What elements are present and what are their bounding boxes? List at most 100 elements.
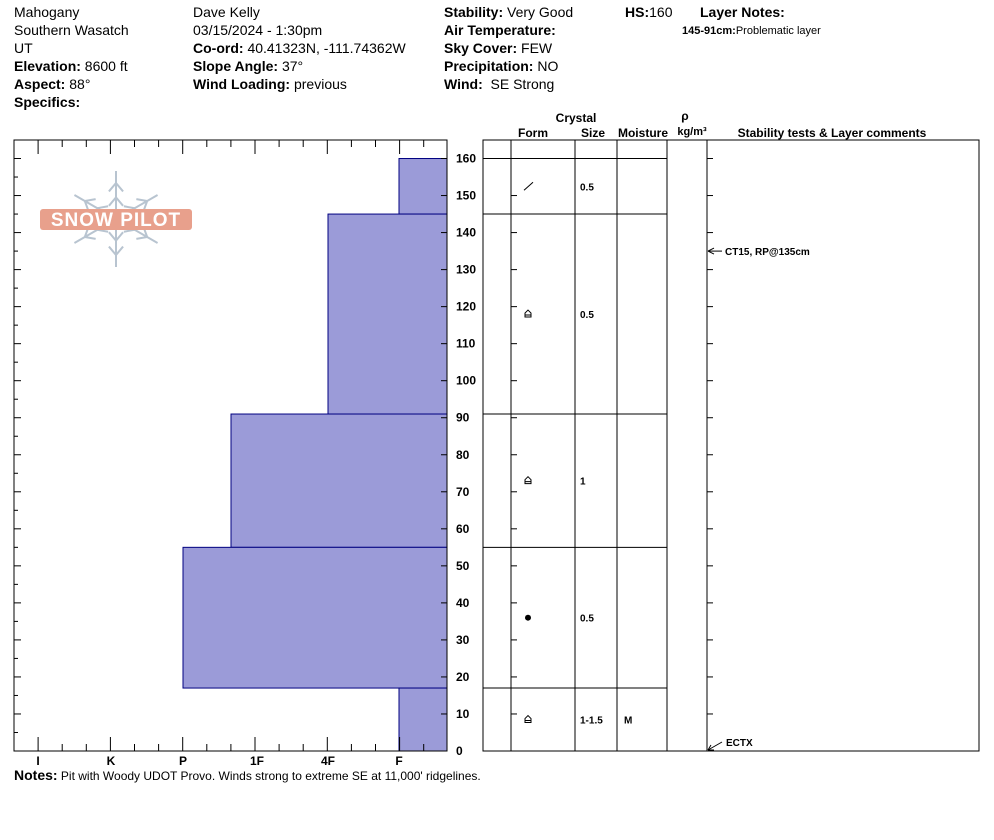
hardness-label: 4F: [321, 754, 335, 768]
precip-value: NO: [537, 58, 559, 74]
stability-label: Stability:: [444, 4, 504, 20]
hardness-label: P: [179, 754, 187, 768]
hardness-layers: [182, 158, 448, 752]
hardness-layer-4: [398, 687, 448, 752]
air-temp-row: Air Temperature:: [444, 21, 573, 39]
location-name: Mahogany: [14, 4, 80, 20]
observation-datetime: 03/15/2024 - 1:30pm: [193, 22, 323, 38]
snowflake-branch: [115, 196, 124, 207]
depth-label: 80: [456, 448, 470, 462]
hardness-label: F: [395, 754, 402, 768]
snowpilot-logo: SNOW PILOT: [40, 171, 192, 267]
crystal-header: Crystal: [556, 111, 597, 125]
hardness-axis: I K P 1F 4F F: [36, 754, 402, 768]
depth-hoar-icon: [524, 309, 532, 318]
sky-value: FEW: [521, 40, 553, 56]
snowflake-branch: [97, 228, 109, 233]
stability-value: Very Good: [507, 4, 574, 20]
hardness-ticks: [13, 140, 425, 751]
location-block: Mahogany Southern Wasatch UT Elevation: …: [14, 3, 129, 111]
depth-label: 60: [456, 522, 470, 536]
test-arrow: [707, 741, 723, 751]
layer-table-frame: [482, 139, 980, 752]
notes-row: Notes: Pit with Woody UDOT Provo. Winds …: [14, 766, 481, 785]
depth-hoar-icon: [524, 714, 532, 724]
snowflake-branch: [108, 196, 117, 207]
layer-rows: 0.5 0.5 1 0.5 1-1.5 M: [483, 158, 667, 727]
rho-header: ρ: [681, 109, 688, 123]
size-header: Size: [581, 126, 605, 140]
stability-row: Stability: Very Good: [444, 3, 573, 21]
wind-row: Wind: SE Strong: [444, 75, 573, 93]
wind-loading-row: Wind Loading: previous: [193, 75, 406, 93]
depth-label: 90: [456, 411, 470, 425]
form-glyph: [524, 714, 532, 724]
aspect-value: 88°: [69, 76, 91, 92]
depth-label: 50: [456, 559, 470, 573]
snowflake-branch: [108, 182, 117, 193]
snowflake-branch: [84, 236, 96, 240]
depth-label: 110: [456, 337, 476, 351]
logo-text: SNOW PILOT: [51, 210, 181, 231]
aspect-row: Aspect: 88°: [14, 75, 129, 93]
snow-profile-diagram: SNOW PILOT I K P 1F 4F F 0 10 20 30 40 50 60 70 80 90 1…: [13, 109, 980, 768]
form-glyph: [523, 181, 534, 191]
wind-loading-label: Wind Loading:: [193, 76, 291, 92]
depth-label: 20: [456, 670, 470, 684]
snowflake-branch: [136, 198, 148, 202]
hardness-layer-3: [182, 546, 448, 689]
wind-label: Wind:: [444, 76, 483, 92]
size-value: 0.5: [580, 182, 594, 193]
form-header: Form: [518, 126, 548, 140]
snowflake-branch: [115, 245, 124, 256]
snowflake-branch: [84, 198, 96, 202]
hardness-label: 1F: [250, 754, 264, 768]
depth-label: 30: [456, 633, 470, 647]
coord-label: Co-ord:: [193, 40, 244, 56]
moisture-header: Moisture: [618, 126, 668, 140]
test-arrow-head: [707, 247, 715, 255]
test-arrow-head: [707, 744, 714, 751]
air-temp-label: Air Temperature:: [444, 22, 556, 38]
form-glyph: [525, 614, 531, 621]
comments-header: Stability tests & Layer comments: [738, 126, 927, 140]
hardness-layer-1: [327, 213, 448, 415]
precipitation-particles-icon: [523, 181, 534, 191]
observer-block: Dave Kelly 03/15/2024 - 1:30pm Co-ord: 4…: [193, 3, 406, 93]
snowflake-branch: [97, 205, 109, 210]
layer-notes-heading: Layer Notes:: [700, 3, 785, 21]
snowflake-branch: [108, 231, 117, 242]
test-result: ECTX: [726, 738, 753, 749]
specifics-row: Specifics:: [14, 93, 129, 111]
snowflake-branch: [108, 245, 117, 256]
range-name: Southern Wasatch: [14, 22, 129, 38]
hardness-layer-2: [230, 413, 448, 548]
size-value: 1-1.5: [580, 716, 603, 727]
elevation-value: 8600 ft: [84, 58, 128, 74]
hs-value: 160: [649, 4, 673, 20]
rounded-grains-icon: [525, 614, 531, 621]
depth-label: 140: [456, 226, 476, 240]
snowflake-branch: [136, 236, 148, 240]
hardness-label: I: [36, 754, 39, 768]
wind-loading-value: previous: [293, 76, 347, 92]
coord-value: 40.41323N, -111.74362W: [247, 40, 406, 56]
elevation-row: Elevation: 8600 ft: [14, 57, 129, 75]
sky-row: Sky Cover: FEW: [444, 39, 573, 57]
aspect-label: Aspect:: [14, 76, 66, 92]
stability-tests: CT15, RP@135cm ECTX: [707, 247, 810, 751]
snowflake-branch: [123, 205, 135, 210]
depth-axis: 0 10 20 30 40 50 60 70 80 90 100 110 120 130 140 150 160: [14, 152, 476, 758]
coord-row: Co-ord: 40.41323N, -111.74362W: [193, 39, 406, 57]
slope-value: 37°: [281, 58, 304, 74]
depth-hoar-icon: [524, 475, 532, 485]
test-result: CT15, RP@135cm: [725, 247, 810, 258]
wind-value: SE Strong: [486, 76, 555, 92]
conditions-block: Stability: Very Good Air Temperature: Sk…: [444, 3, 573, 93]
slope-row: Slope Angle: 37°: [193, 57, 406, 75]
depth-label: 150: [456, 189, 476, 203]
slope-label: Slope Angle:: [193, 58, 279, 74]
layer-note-range: 145-91cm:: [682, 25, 736, 37]
state-name: UT: [14, 40, 33, 56]
depth-label: 40: [456, 596, 470, 610]
